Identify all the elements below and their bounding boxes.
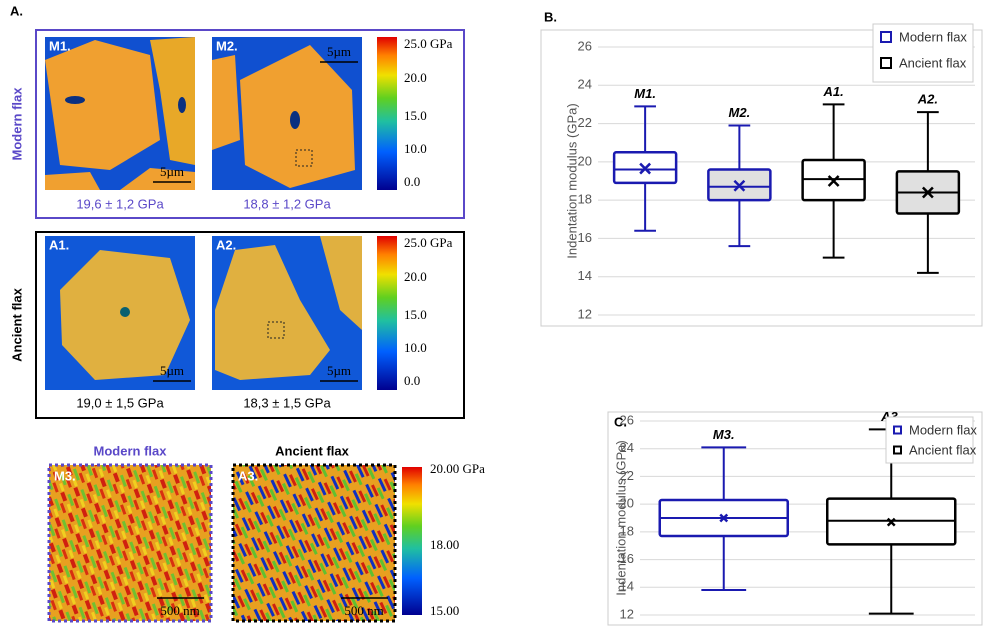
y-tick-label: 16 (578, 230, 592, 245)
colorbar (402, 467, 422, 615)
y-tick-label: 22 (620, 468, 634, 483)
image-a3 (231, 463, 397, 623)
y-axis-title: Indentation modulus (GPa) (613, 440, 628, 595)
legend-label: Ancient flax (909, 442, 977, 457)
colorbar-label: 15.0 (404, 307, 427, 322)
panel-label: C. (614, 414, 627, 429)
scale-label: 500 nm (160, 603, 199, 618)
ancient-frame (35, 231, 465, 419)
caption: 18,8 ± 1,2 GPa (243, 196, 331, 211)
image-m3 (47, 463, 213, 623)
y-tick-label: 14 (578, 268, 592, 283)
caption: 19,6 ± 1,2 GPa (76, 196, 164, 211)
mean-marker (921, 186, 934, 199)
scale-label: 5µm (160, 164, 184, 179)
y-tick-label: 12 (620, 606, 634, 621)
scale-label: 5µm (160, 363, 184, 378)
caption: 19,0 ± 1,5 GPa (76, 395, 164, 410)
mean-marker (639, 162, 652, 175)
image-label: A1. (49, 237, 69, 252)
colorbar-label: 25.0 GPa (404, 235, 453, 250)
panel-label: A. (10, 3, 23, 18)
y-tick-label: 24 (578, 77, 592, 92)
y-tick-label: 18 (578, 192, 592, 207)
category-label: M3. (713, 427, 735, 442)
colorbar-label: 20.0 (404, 70, 427, 85)
mean-marker (827, 175, 840, 187)
y-axis-title: Indentation modulus (GPa) (564, 103, 579, 258)
image-label: A2. (216, 237, 236, 252)
colorbar-label: 10.0 (404, 141, 427, 156)
category-label: M1. (634, 86, 656, 101)
legend-label: Modern flax (899, 29, 967, 44)
image-label: A3. (238, 468, 258, 483)
y-tick-label: 18 (620, 523, 634, 538)
y-tick-label: 26 (578, 38, 592, 53)
image-m2 (212, 37, 362, 190)
legend-label: Ancient flax (899, 55, 967, 70)
caption: 18,3 ± 1,5 GPa (243, 395, 331, 410)
colorbar-label: 20.0 (404, 269, 427, 284)
mean-marker (733, 179, 746, 192)
category-label: A1. (823, 84, 844, 99)
legend-swatch (880, 31, 892, 43)
panel-label: B. (544, 9, 557, 24)
y-tick-label: 16 (620, 551, 634, 566)
scale-label: 500 nm (344, 603, 383, 618)
scale-label: 5µm (327, 44, 351, 59)
modern-frame (35, 29, 465, 219)
colorbar-label: 15.0 (404, 108, 427, 123)
category-label: M2. (729, 105, 751, 120)
colorbar (377, 236, 397, 390)
image-label: M1. (49, 38, 71, 53)
colorbar-label: 0.0 (404, 373, 420, 388)
image-label: M3. (54, 468, 76, 483)
colorbar-label: 20.00 GPa (430, 461, 485, 476)
legend-frame (885, 416, 974, 464)
colorbar (377, 37, 397, 190)
mean-marker (719, 513, 729, 523)
legend-swatch (893, 425, 902, 435)
image-m1 (45, 37, 195, 190)
ancient-label: Ancient flax (275, 443, 349, 458)
legend-swatch (880, 57, 892, 69)
y-tick-label: 26 (620, 412, 634, 427)
colorbar-label: 10.0 (404, 340, 427, 355)
scale-label: 5µm (327, 363, 351, 378)
y-tick-label: 22 (578, 115, 592, 130)
colorbar-label: 15.00 (430, 603, 459, 618)
image-a1 (45, 236, 195, 390)
ancient-label: Ancient flax (9, 287, 24, 361)
category-label: A2. (917, 92, 938, 107)
image-a2 (212, 236, 362, 390)
y-tick-label: 20 (620, 496, 634, 511)
image-label: M2. (216, 38, 238, 53)
y-tick-label: 24 (620, 440, 634, 455)
colorbar-label: 25.0 GPa (404, 36, 453, 51)
y-tick-label: 20 (578, 153, 592, 168)
y-tick-label: 14 (620, 579, 634, 594)
y-tick-label: 12 (578, 306, 592, 321)
colorbar-label: 18.00 (430, 537, 459, 552)
legend-swatch (893, 445, 902, 455)
modern-label: Modern flax (9, 87, 24, 161)
modern-label: Modern flax (94, 443, 168, 458)
colorbar-label: 0.0 (404, 174, 420, 189)
legend-label: Modern flax (909, 422, 977, 437)
mean-marker (886, 517, 896, 527)
